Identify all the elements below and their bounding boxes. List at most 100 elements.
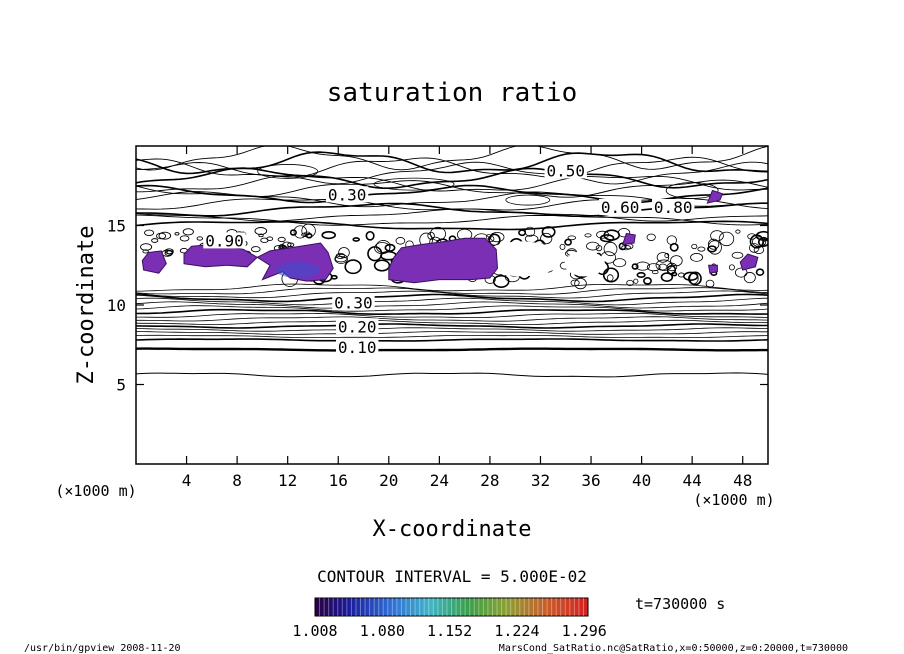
x-tick-label: 48 bbox=[733, 471, 752, 490]
contour-line bbox=[136, 290, 768, 299]
y-tick-label: 10 bbox=[107, 296, 126, 315]
contour-line bbox=[136, 323, 768, 329]
contour-cell bbox=[718, 231, 735, 247]
contour-cell bbox=[344, 259, 362, 275]
contour-line bbox=[136, 327, 768, 332]
contour-cell bbox=[488, 233, 501, 247]
supersaturation-regions bbox=[141, 189, 759, 284]
x-axis-label: X-coordinate bbox=[373, 517, 532, 542]
contour-cell bbox=[602, 267, 620, 283]
contour-cell bbox=[664, 253, 670, 258]
contour-line bbox=[136, 338, 768, 342]
contour-cell bbox=[564, 238, 572, 246]
supersaturation-region bbox=[706, 189, 724, 204]
clear-region bbox=[481, 241, 562, 277]
contour-cell bbox=[613, 258, 627, 268]
y-tick-label: 5 bbox=[116, 376, 126, 395]
contour-cell bbox=[166, 249, 174, 255]
x-tick-label: 40 bbox=[632, 471, 651, 490]
contour-cell bbox=[697, 246, 706, 252]
x-tick-label: 12 bbox=[278, 471, 297, 490]
contour-cell bbox=[278, 244, 286, 249]
contour-cell bbox=[735, 229, 741, 234]
contour-loop bbox=[505, 194, 551, 206]
contour-cell bbox=[335, 252, 346, 259]
clear-region bbox=[564, 250, 605, 277]
contour-cell bbox=[707, 238, 720, 250]
colorbar-tick-label: 1.080 bbox=[360, 622, 405, 640]
contour-cell bbox=[156, 232, 167, 240]
contour-cell bbox=[621, 244, 631, 251]
contour-cell bbox=[636, 272, 646, 278]
contour-cell bbox=[631, 263, 639, 270]
supersaturation-region bbox=[141, 250, 167, 274]
contour-cell bbox=[196, 236, 204, 241]
contour-cell bbox=[586, 241, 600, 251]
contour-label: 0.90 bbox=[205, 231, 244, 250]
contour-interval: CONTOUR INTERVAL = 5.000E-02 bbox=[317, 567, 587, 586]
chart-title: saturation ratio bbox=[327, 78, 577, 108]
x-tick-label: 24 bbox=[430, 471, 449, 490]
colorbar: 1.008 1.080 1.152 1.224 1.296 bbox=[292, 597, 607, 640]
contour-cell bbox=[599, 234, 615, 243]
contour-cell bbox=[430, 226, 446, 241]
contour-label: 0.30 bbox=[328, 185, 367, 204]
contour-cell bbox=[656, 252, 670, 263]
footer-right: MarsCond_SatRatio.nc@SatRatio,x=0:50000,… bbox=[499, 643, 848, 654]
contour-line bbox=[136, 301, 768, 309]
contour-cell bbox=[260, 237, 269, 243]
contour-cell bbox=[541, 226, 556, 238]
contour-cell bbox=[142, 249, 149, 254]
x-tick-label: 4 bbox=[182, 471, 192, 490]
colorbar-tick-label: 1.224 bbox=[494, 622, 539, 640]
colorbar-gradient bbox=[314, 597, 589, 617]
contour-cell bbox=[352, 237, 361, 242]
x-tick-label: 20 bbox=[379, 471, 398, 490]
contour-cell bbox=[574, 278, 587, 290]
supersaturation-region bbox=[388, 237, 499, 284]
y-axis-label: Z-coordinate bbox=[74, 226, 99, 385]
contour-cell bbox=[747, 233, 757, 240]
y-axis-ticks: 5 10 15 bbox=[107, 217, 768, 395]
x-tick-label: 8 bbox=[232, 471, 242, 490]
contour-line bbox=[136, 287, 768, 295]
supersaturation-region bbox=[739, 253, 759, 271]
contour-cell bbox=[174, 232, 180, 236]
contour-cell bbox=[540, 232, 553, 245]
contour-cell bbox=[365, 230, 375, 241]
contour-label: 0.10 bbox=[338, 338, 377, 357]
contour-line bbox=[136, 305, 768, 312]
contour-cell bbox=[671, 271, 678, 277]
contour-line bbox=[136, 334, 768, 338]
x-tick-label: 28 bbox=[480, 471, 499, 490]
contour-cell bbox=[144, 229, 155, 237]
contour-line bbox=[136, 161, 768, 185]
contour-label: 0.20 bbox=[338, 317, 377, 336]
contour-label: 0.80 bbox=[654, 198, 693, 217]
contour-label-bg bbox=[332, 294, 375, 311]
contour-line bbox=[136, 312, 768, 318]
time-label: t=730000 s bbox=[635, 595, 725, 613]
contour-line bbox=[136, 308, 768, 315]
z-unit-label: (×1000 m) bbox=[55, 482, 136, 500]
contour-line bbox=[136, 151, 768, 175]
contour-cell bbox=[743, 272, 756, 284]
contour-loop bbox=[373, 177, 455, 191]
contour-cell bbox=[734, 267, 748, 278]
contour-cell bbox=[258, 233, 264, 238]
x-unit-label: (×1000 m) bbox=[693, 491, 774, 509]
contour-cell bbox=[691, 243, 698, 250]
contour-cell bbox=[643, 277, 652, 285]
contour-line bbox=[136, 179, 768, 198]
contour-cell bbox=[603, 241, 618, 257]
contour-line bbox=[136, 372, 768, 378]
contour-cell bbox=[606, 274, 614, 282]
contour-line bbox=[136, 316, 768, 322]
contour-cell bbox=[666, 235, 677, 246]
contour-cell bbox=[251, 246, 261, 253]
contour-label-bg bbox=[652, 199, 695, 216]
supersaturation-region bbox=[708, 264, 718, 274]
contour-cell bbox=[321, 230, 336, 240]
contour-cell bbox=[646, 263, 661, 272]
